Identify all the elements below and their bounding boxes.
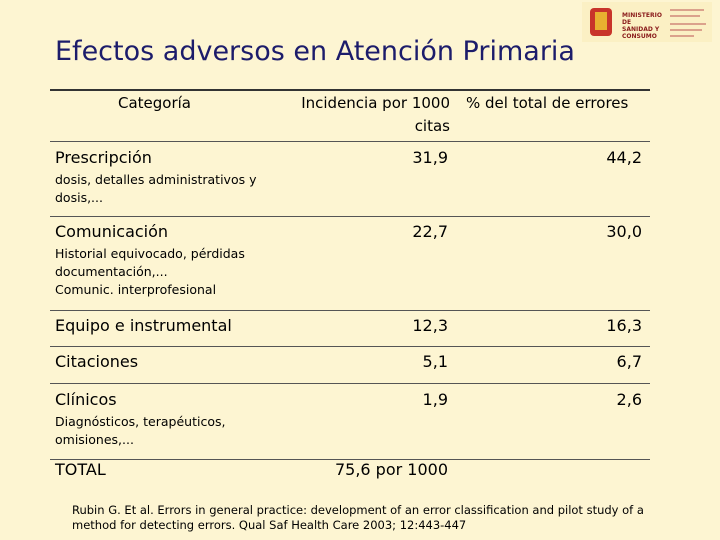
row-incidence: 5,1: [422, 352, 448, 371]
row-percent: 30,0: [606, 222, 642, 241]
row-incidence: 1,9: [422, 390, 448, 409]
header-incidence: Incidencia por 1000 citas: [301, 94, 450, 135]
row-category: TOTAL: [55, 460, 106, 479]
row-rule: [50, 310, 650, 311]
row-incidence: 31,9: [412, 148, 448, 167]
header-category: Categoría: [118, 94, 192, 112]
header-rule: [50, 141, 650, 142]
row-percent: 16,3: [606, 316, 642, 335]
row-incidence: 22,7: [412, 222, 448, 241]
row-category: Equipo e instrumental: [55, 316, 232, 335]
row-rule: [50, 459, 650, 460]
row-category: Citaciones: [55, 352, 139, 371]
row-category: Comunicación: [55, 222, 169, 241]
row-detail: documentación,...: [55, 264, 168, 279]
title-rule: [50, 89, 650, 91]
row-incidence: 75,6 por 1000: [334, 460, 448, 479]
row-incidence: 12,3: [412, 316, 448, 335]
row-detail: Historial equivocado, pérdidas: [55, 246, 245, 261]
row-percent: 6,7: [616, 352, 642, 371]
row-rule: [50, 216, 650, 217]
row-detail: omisiones,...: [55, 432, 134, 447]
row-detail: Diagnósticos, terapéuticos,: [55, 414, 226, 429]
row-detail: Comunic. interprofesional: [55, 282, 217, 297]
row-detail: dosis,...: [55, 190, 103, 205]
footnote: Rubin G. Et al. Errors in general practi…: [72, 503, 644, 532]
row-detail: dosis, detalles administrativos y: [55, 172, 257, 187]
row-rule: [50, 383, 650, 384]
logo-emblem: [582, 2, 712, 42]
logo-text: MINISTERIO DE SANIDAD Y CONSUMO: [622, 12, 662, 40]
row-category: Prescripción: [55, 148, 152, 167]
header-percent: % del total de errores: [466, 94, 629, 112]
row-rule: [50, 346, 650, 347]
row-percent: 2,6: [616, 390, 642, 409]
row-category: Clínicos: [55, 390, 117, 409]
row-percent: 44,2: [606, 148, 642, 167]
slide-title: Efectos adversos en Atención Primaria: [55, 36, 575, 67]
